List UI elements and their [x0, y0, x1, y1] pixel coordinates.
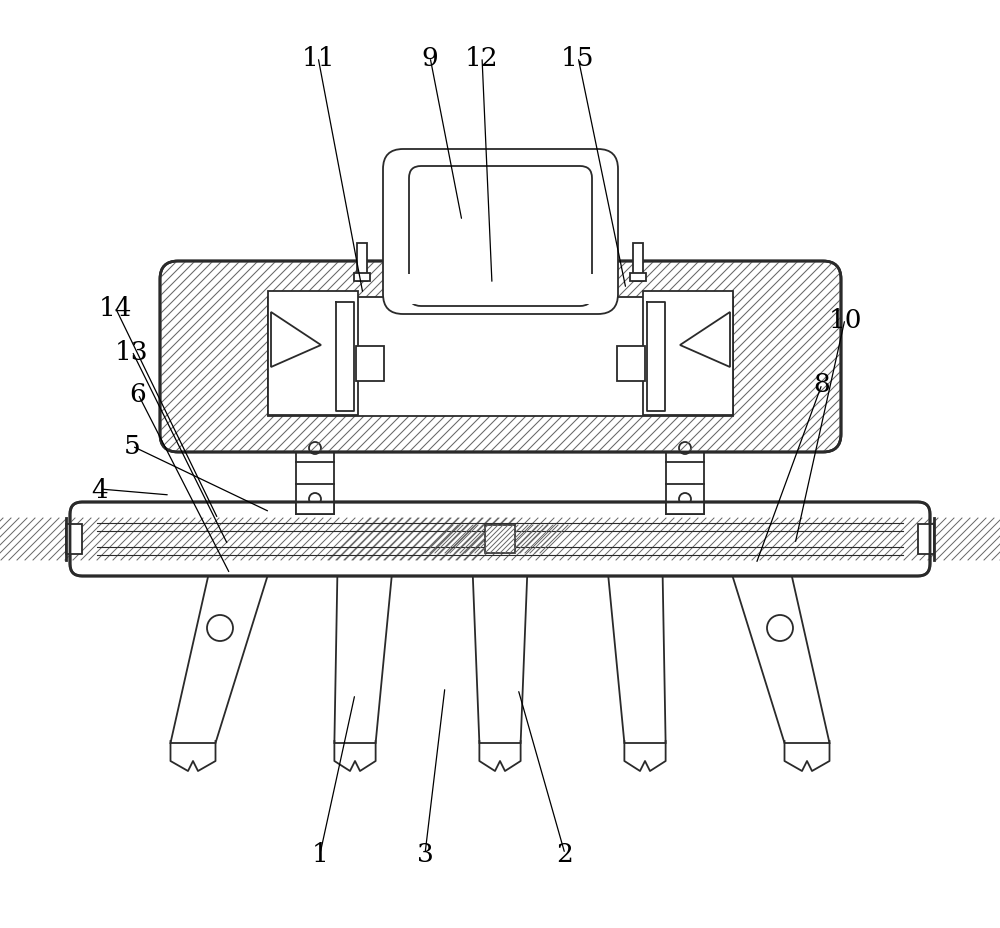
Text: 4: 4: [92, 477, 108, 502]
Text: 11: 11: [301, 45, 335, 71]
Text: 13: 13: [115, 339, 149, 364]
Text: 5: 5: [124, 434, 140, 459]
Bar: [643, 291, 733, 416]
Bar: [357, 244, 367, 282]
Bar: [296, 434, 334, 462]
Bar: [485, 525, 515, 553]
Bar: [354, 274, 370, 282]
Polygon shape: [334, 568, 393, 743]
Bar: [66, 524, 82, 554]
Bar: [718, 519, 913, 561]
Circle shape: [309, 443, 321, 455]
Bar: [356, 347, 384, 381]
Bar: [617, 347, 645, 381]
Text: 10: 10: [828, 307, 862, 332]
Text: 12: 12: [465, 45, 499, 71]
Text: 9: 9: [422, 45, 438, 71]
Bar: [398, 275, 603, 304]
Circle shape: [309, 494, 321, 506]
Text: 14: 14: [98, 295, 132, 320]
Polygon shape: [271, 313, 321, 367]
Bar: [268, 298, 733, 417]
Bar: [633, 244, 643, 282]
Bar: [666, 484, 704, 514]
Text: 2: 2: [557, 842, 573, 867]
Text: 6: 6: [130, 382, 146, 407]
Bar: [718, 519, 913, 561]
Circle shape: [679, 494, 691, 506]
FancyBboxPatch shape: [70, 502, 930, 576]
Bar: [296, 484, 334, 514]
Text: 1: 1: [312, 842, 328, 867]
FancyBboxPatch shape: [160, 262, 841, 453]
Bar: [87, 519, 282, 561]
Bar: [630, 274, 646, 282]
Text: 15: 15: [561, 45, 595, 71]
Bar: [296, 502, 334, 514]
Bar: [268, 291, 358, 416]
Polygon shape: [730, 568, 830, 743]
Bar: [918, 524, 934, 554]
FancyBboxPatch shape: [383, 149, 618, 315]
Circle shape: [679, 443, 691, 455]
Polygon shape: [473, 568, 528, 743]
FancyBboxPatch shape: [409, 167, 592, 306]
Text: 3: 3: [417, 842, 433, 867]
Circle shape: [767, 615, 793, 641]
Polygon shape: [608, 568, 666, 743]
Bar: [666, 434, 704, 462]
Polygon shape: [171, 568, 270, 743]
FancyBboxPatch shape: [160, 262, 841, 453]
Bar: [87, 519, 282, 561]
Bar: [666, 502, 704, 514]
Circle shape: [207, 615, 233, 641]
Bar: [485, 525, 515, 553]
Polygon shape: [680, 313, 730, 367]
Text: 8: 8: [814, 372, 830, 397]
